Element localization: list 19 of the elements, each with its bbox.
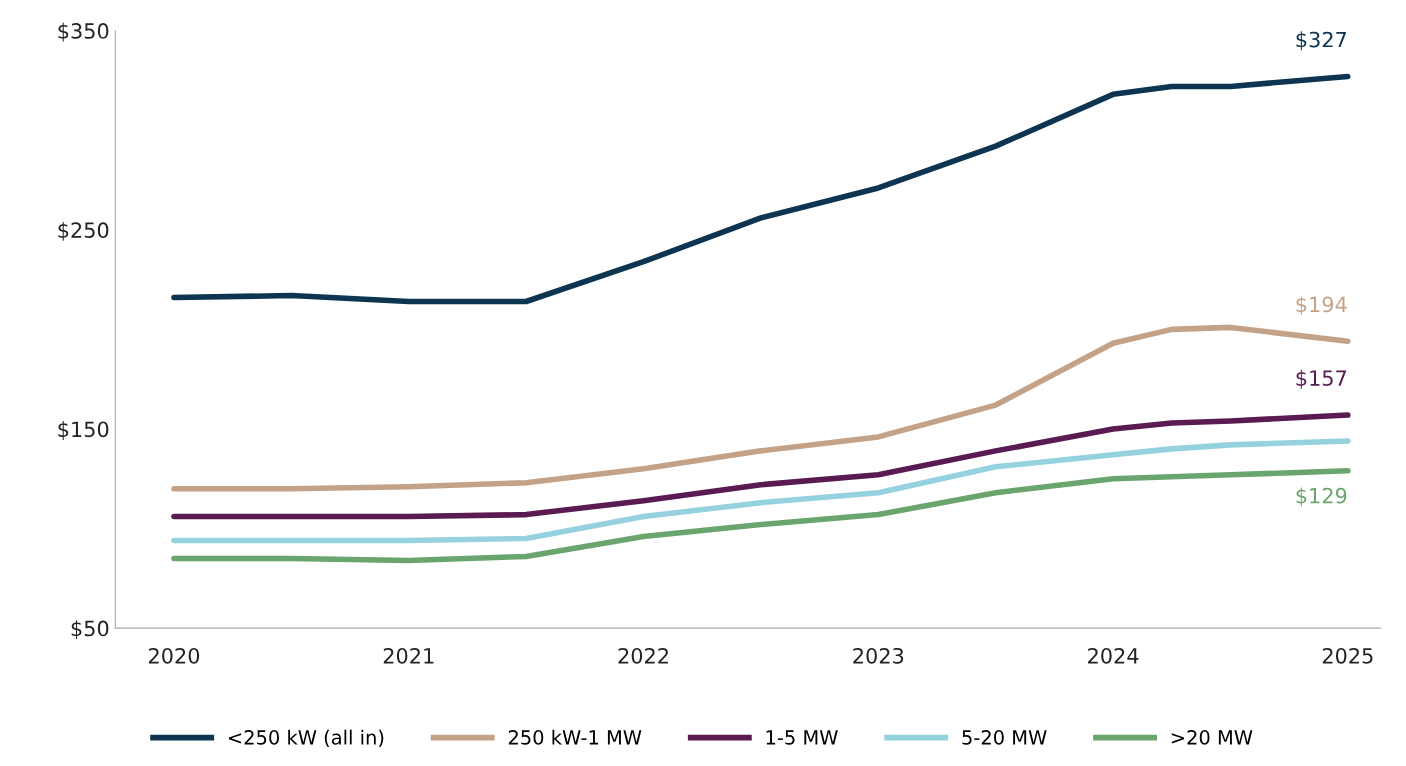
legend-label: 5-20 MW [962,730,1047,745]
data-label: $129 [1296,487,1347,507]
legend-label: 250 kW-1 MW [508,729,642,745]
y-tick-label: $50 [71,620,109,640]
x-tick-label: 2023 [853,647,904,664]
data-label: $157 [1296,369,1347,389]
data-label: $327 [1296,31,1347,51]
x-tick-label: 2021 [383,647,434,664]
x-tick-label: 2020 [149,647,200,664]
y-tick-label: $250 [58,221,109,241]
y-tick-label: $350 [58,22,109,42]
legend-label: <250 kW (all in) [228,729,384,748]
legend-label: >20 MW [1171,730,1253,745]
y-tick-label: $150 [58,421,109,440]
x-tick-label: 2025 [1322,647,1373,664]
data-label: $194 [1296,296,1347,316]
x-tick-label: 2024 [1088,647,1139,664]
legend-label: 1-5 MW [766,730,838,745]
x-tick-label: 2022 [618,647,668,664]
